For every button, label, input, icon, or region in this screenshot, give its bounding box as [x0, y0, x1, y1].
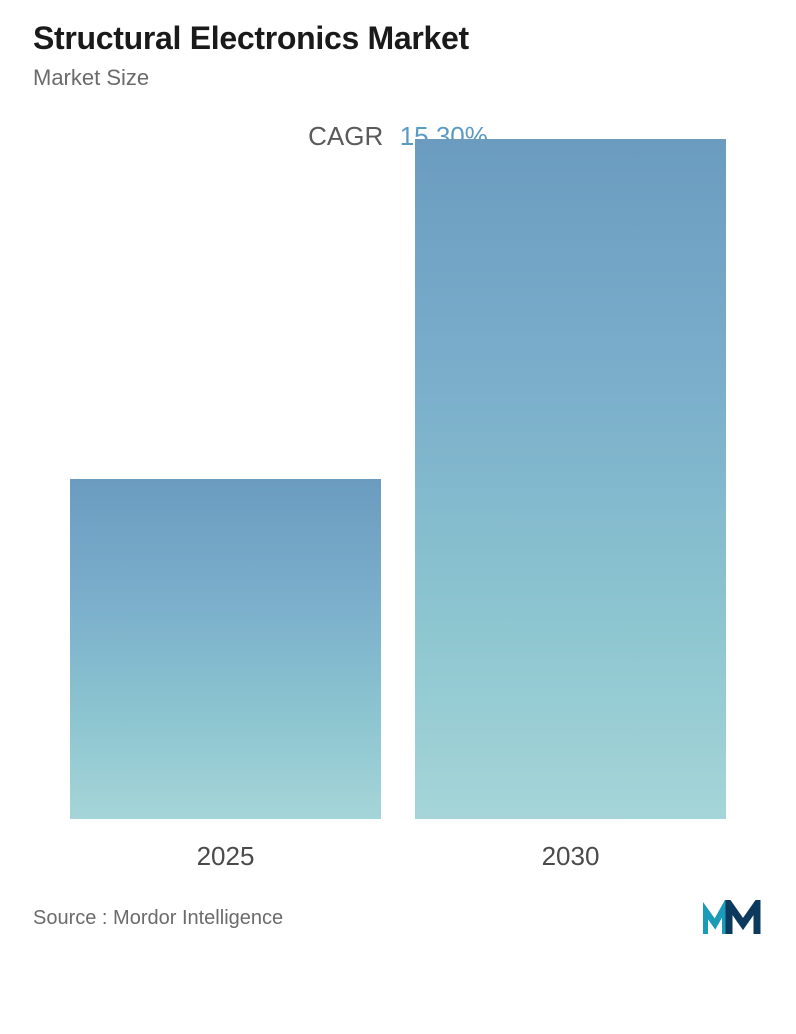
- bar-label: 2030: [542, 841, 600, 872]
- bar-group: 2030: [415, 139, 726, 872]
- bar-group: 2025: [70, 479, 381, 872]
- bar: [70, 479, 381, 819]
- source-attribution: Source : Mordor Intelligence: [33, 907, 283, 930]
- footer: Source : Mordor Intelligence: [33, 882, 763, 960]
- chart-container: Structural Electronics Market Market Siz…: [0, 0, 796, 1034]
- page-title: Structural Electronics Market: [33, 20, 763, 57]
- bar-label: 2025: [197, 841, 255, 872]
- bar-chart: 2025 2030: [33, 192, 763, 872]
- page-subtitle: Market Size: [33, 65, 763, 91]
- bar: [415, 139, 726, 819]
- cagr-label: CAGR: [308, 121, 383, 151]
- mordor-logo-icon: [703, 900, 763, 936]
